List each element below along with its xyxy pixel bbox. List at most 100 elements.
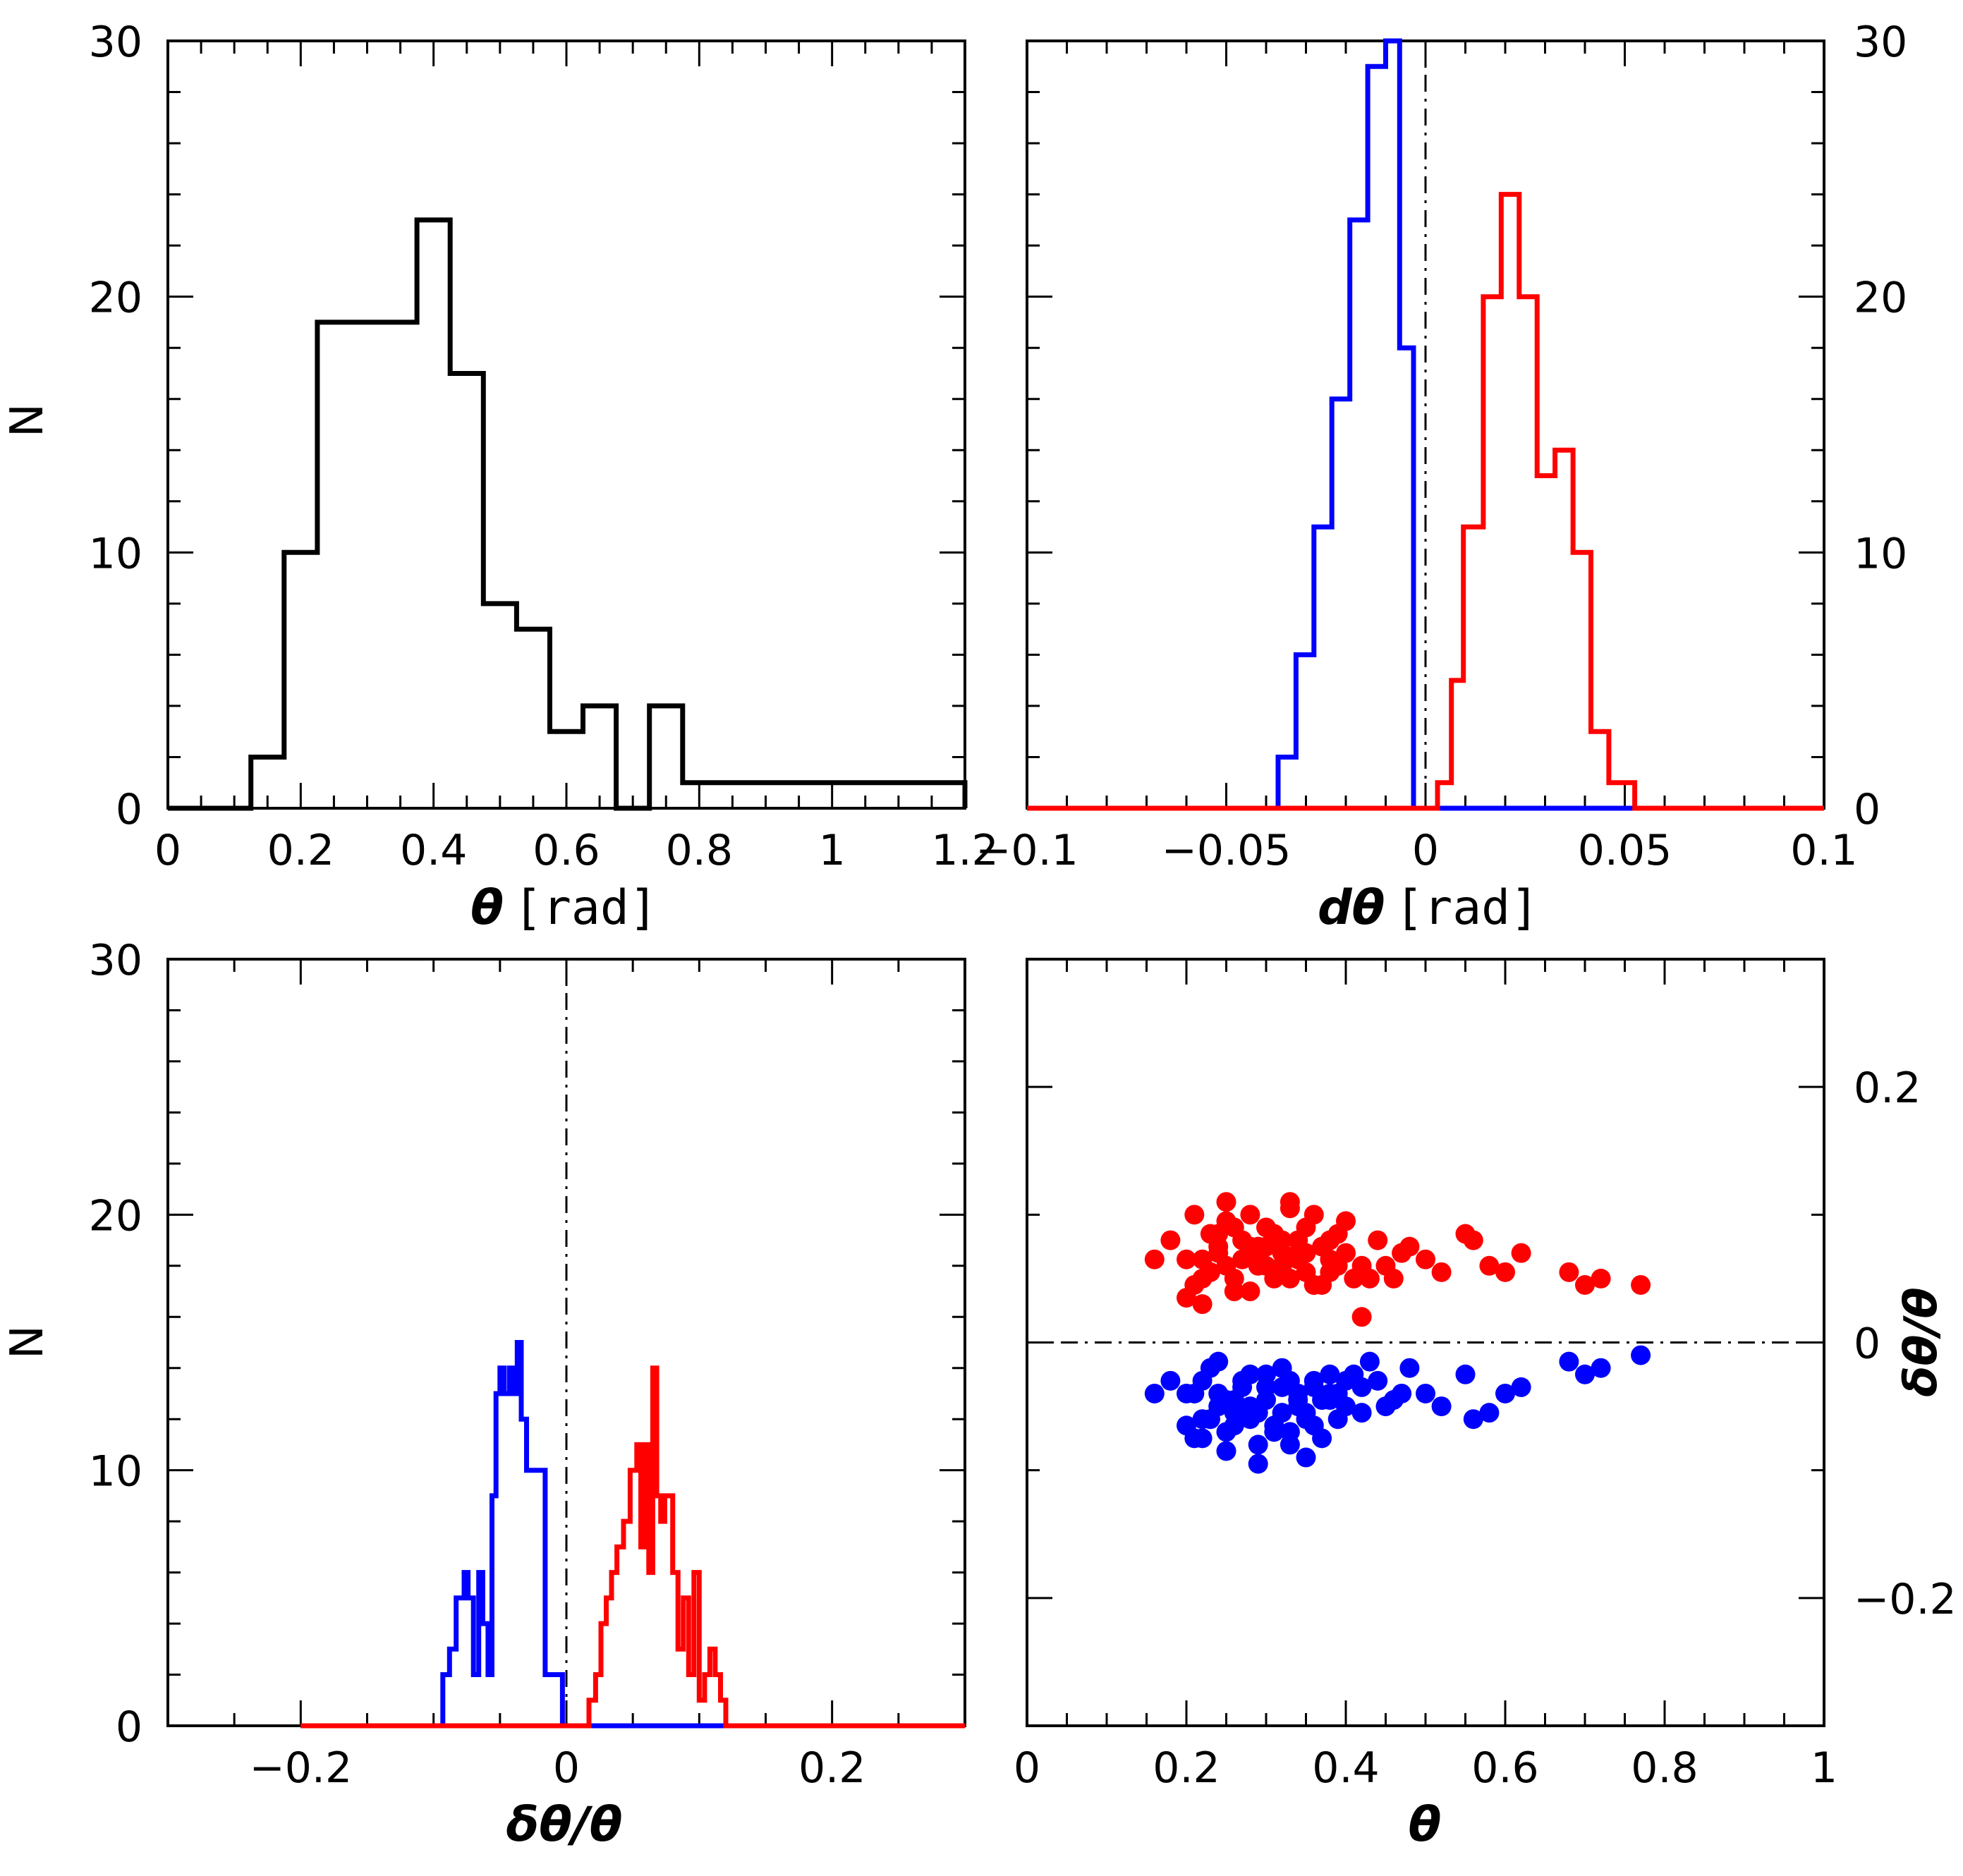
scatter-point-red (1479, 1255, 1500, 1276)
scatter-point-blue (1479, 1403, 1500, 1423)
scatter-point-red (1280, 1198, 1300, 1219)
scatter-point-blue (1296, 1447, 1316, 1468)
x-tick-label: 1.2 (931, 826, 998, 875)
scatter-point-red (1200, 1262, 1220, 1282)
scatter-point-red (1416, 1249, 1435, 1269)
scatter-point-blue (1144, 1383, 1165, 1403)
scatter-point-blue (1368, 1370, 1388, 1391)
x-axis-label: δθ/θ (506, 1797, 623, 1853)
scatter-point-blue (1248, 1454, 1268, 1474)
x-tick-label: 0.2 (267, 826, 334, 875)
y-tick-label: 0 (116, 1703, 142, 1752)
scatter-point-red (1272, 1255, 1292, 1276)
x-tick-label: 0 (553, 1743, 580, 1793)
scatter-point-red (1431, 1262, 1452, 1282)
scatter-point-blue (1431, 1396, 1452, 1417)
histogram-blue (1027, 38, 1824, 811)
scatter-point-blue (1240, 1364, 1260, 1384)
scatter-point-red (1288, 1243, 1308, 1263)
scatter-point-blue (1375, 1396, 1396, 1417)
scatter-point-red (1296, 1217, 1316, 1238)
scatter-point-red (1336, 1211, 1356, 1231)
scatter-point-blue (1272, 1403, 1292, 1423)
scatter-point-blue (1192, 1370, 1213, 1391)
scatter-point-blue (1216, 1441, 1236, 1461)
y-tick-label: 30 (89, 18, 142, 67)
x-tick-label: 0 (1014, 1743, 1040, 1793)
scatter-point-red (1344, 1268, 1364, 1289)
x-tick-label: 0 (154, 826, 181, 875)
y-axis-label: δθ/θ (1895, 1287, 1947, 1396)
scatter-point-red (1177, 1249, 1196, 1269)
x-tick-label: 0.8 (666, 826, 733, 875)
scatter-point-red (1375, 1255, 1396, 1276)
scatter-point-red (1327, 1255, 1348, 1276)
x-tick-label: 1 (1811, 1743, 1837, 1793)
x-axis-label-symbol: dθ (1318, 880, 1385, 936)
scatter-point-blue (1177, 1383, 1196, 1403)
scatter-point-blue (1303, 1415, 1324, 1436)
scatter-point-blue (1272, 1358, 1292, 1378)
scatter-point-blue (1224, 1415, 1244, 1436)
x-tick-label: 0.1 (1790, 826, 1857, 875)
x-tick-label: 0.8 (1631, 1743, 1698, 1793)
scatter-point-red (1224, 1217, 1244, 1238)
x-axis-label: θ (1409, 1797, 1442, 1853)
x-tick-label: 0.2 (798, 1743, 865, 1793)
scatter-point-red (1224, 1268, 1244, 1289)
y-tick-label: 20 (89, 274, 142, 323)
scatter-point-blue (1559, 1351, 1579, 1372)
x-tick-label: −0.1 (976, 826, 1078, 875)
x-tick-label: 0.6 (533, 826, 600, 875)
scatter-point-red (1351, 1307, 1372, 1327)
scatter-point-red (1559, 1262, 1579, 1282)
y-tick-label: 0 (116, 785, 142, 834)
x-axis-label: dθ [rad] (1318, 880, 1539, 936)
scatter-point-blue (1591, 1358, 1611, 1378)
scatter-point-red (1216, 1192, 1236, 1212)
scatter-point-blue (1184, 1428, 1205, 1449)
scatter-point-blue (1631, 1345, 1651, 1365)
scatter-point-red (1144, 1249, 1165, 1269)
scatter-point-blue (1320, 1364, 1340, 1384)
scatter-point-blue (1392, 1383, 1412, 1403)
scatter-point-blue (1495, 1383, 1515, 1403)
scatter-point-blue (1344, 1364, 1364, 1384)
y-axis-label: N (1, 1325, 54, 1359)
scatter-point-red (1392, 1243, 1412, 1263)
scatter-point-red (1631, 1274, 1651, 1295)
x-axis-label-symbol: θ (470, 880, 504, 936)
x-axis-label-symbol: δθ/θ (506, 1797, 623, 1853)
x-tick-label: 0.4 (400, 826, 467, 875)
x-tick-label: 0.4 (1312, 1743, 1379, 1793)
y-tick-label: 10 (89, 529, 142, 578)
y-tick-label: 20 (1854, 274, 1907, 323)
histogram-red (300, 1365, 965, 1729)
y-axis-label: N (1, 403, 54, 437)
x-tick-label: −0.2 (249, 1743, 352, 1793)
scatter-point-blue (1359, 1351, 1380, 1372)
scatter-point-blue (1455, 1364, 1476, 1384)
scatter-point-red (1495, 1262, 1515, 1282)
scatter-point-red (1192, 1294, 1213, 1315)
x-tick-label: 0 (1412, 826, 1439, 875)
scatter-point-blue (1399, 1358, 1420, 1378)
scatter-point-blue (1351, 1403, 1372, 1423)
scatter-point-red (1575, 1274, 1595, 1295)
scatter-point-red (1368, 1230, 1388, 1250)
y-tick-label: 10 (1854, 529, 1907, 578)
y-tick-label: 0.2 (1854, 1064, 1921, 1113)
scatter-point-blue (1264, 1422, 1284, 1442)
scatter-point-red (1184, 1205, 1205, 1225)
y-tick-label: 30 (89, 936, 142, 985)
scatter-point-blue (1248, 1403, 1268, 1423)
x-tick-label: 0.6 (1471, 1743, 1538, 1793)
x-tick-label: 0.05 (1578, 826, 1672, 875)
x-axis-label-symbol: θ (1409, 1797, 1442, 1853)
histogram-blue (300, 1340, 965, 1729)
scatter-point-blue (1280, 1435, 1300, 1455)
x-axis-label-unit: [rad] (513, 880, 658, 936)
scatter-point-blue (1575, 1364, 1595, 1384)
